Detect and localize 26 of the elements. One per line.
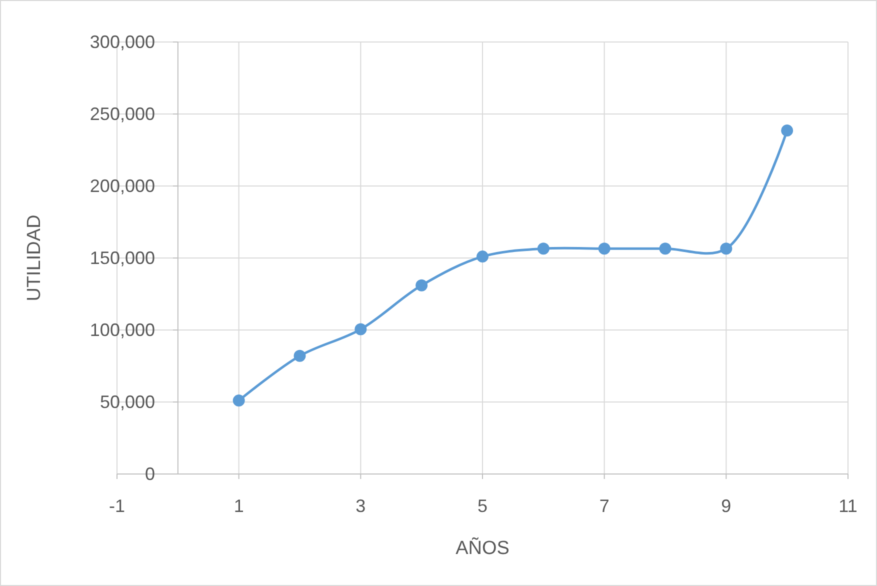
y-tick-label: 150,000 — [90, 248, 155, 268]
y-tick-label: 50,000 — [100, 392, 155, 412]
x-tick-label: 1 — [234, 496, 244, 516]
y-tick-label: 100,000 — [90, 320, 155, 340]
point — [659, 242, 672, 255]
point — [781, 124, 794, 137]
y-tick-label: 0 — [144, 464, 155, 484]
x-tick-label: -1 — [108, 496, 126, 516]
x-tick-label: 11 — [838, 496, 858, 516]
x-axis-title: AÑOS — [456, 537, 510, 559]
y-tick-label: 250,000 — [90, 104, 155, 124]
y-axis-title: UTILIDAD — [24, 214, 45, 302]
x-tick-label: 7 — [599, 496, 610, 516]
point — [476, 250, 488, 263]
point — [598, 242, 610, 255]
y-tick-label: 300,000 — [90, 32, 155, 52]
y-tick-label: 200,000 — [90, 176, 155, 196]
x-tick-label: 3 — [356, 496, 366, 516]
point — [720, 242, 732, 255]
point — [294, 350, 306, 362]
point — [537, 242, 550, 255]
x-tick-label: 5 — [477, 496, 488, 516]
point — [416, 279, 428, 292]
point — [354, 323, 367, 336]
x-tick-label: 9 — [721, 496, 732, 516]
point — [232, 394, 245, 407]
